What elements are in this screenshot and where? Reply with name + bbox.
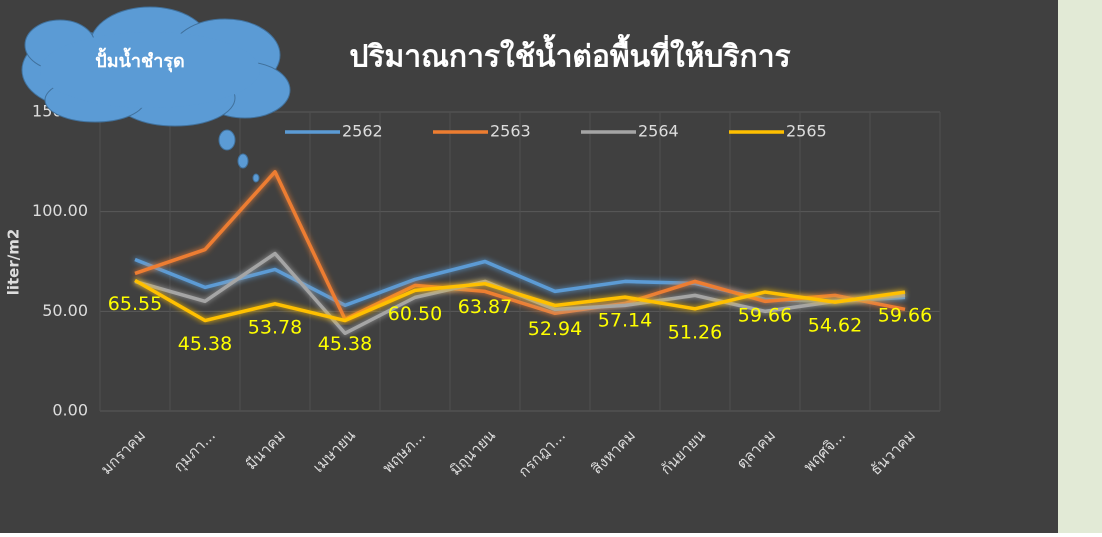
y-tick-label: 0.00 <box>52 401 88 420</box>
data-label: 57.14 <box>598 310 652 332</box>
chart-title: ปริมาณการใช้น้ำต่อพื้นที่ให้บริการ <box>349 34 790 75</box>
data-label: 45.38 <box>178 333 232 355</box>
data-label: 65.55 <box>108 293 162 315</box>
legend-label: 2562 <box>342 122 383 141</box>
data-label: 53.78 <box>248 316 302 338</box>
chart: 0.0050.00100.00150.00มกราคมกุมภา...มีนาค… <box>0 0 1102 533</box>
callout-text: ปั้มน้ำชำรุด <box>95 47 184 73</box>
data-label: 63.87 <box>458 296 512 318</box>
data-label: 59.66 <box>878 305 932 327</box>
y-tick-label: 100.00 <box>32 201 88 220</box>
data-label: 52.94 <box>528 318 582 340</box>
y-axis-label: liter/m2 <box>5 229 23 296</box>
data-label: 60.50 <box>388 303 442 325</box>
legend-label: 2565 <box>786 122 827 141</box>
y-tick-label: 50.00 <box>42 301 88 320</box>
data-label: 54.62 <box>808 315 862 337</box>
legend-label: 2564 <box>638 122 679 141</box>
legend-label: 2563 <box>490 122 531 141</box>
data-label: 45.38 <box>318 333 372 355</box>
side-panel <box>1058 0 1102 533</box>
data-label: 59.66 <box>738 305 792 327</box>
data-label: 51.26 <box>668 321 722 343</box>
page: {"chart_data": {"type": "line", "title":… <box>0 0 1102 537</box>
